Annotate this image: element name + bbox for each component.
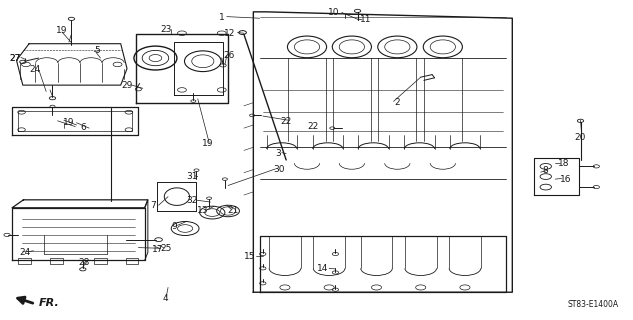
Bar	[126, 258, 139, 264]
Text: 19: 19	[202, 139, 213, 148]
Text: 23: 23	[161, 25, 172, 34]
Text: 30: 30	[273, 165, 284, 174]
Text: 20: 20	[575, 132, 586, 141]
Text: 1: 1	[219, 13, 225, 22]
Bar	[94, 258, 107, 264]
Text: 6: 6	[80, 123, 85, 132]
Text: 3: 3	[276, 149, 282, 158]
Text: 18: 18	[558, 159, 570, 168]
Text: 8: 8	[542, 166, 548, 175]
Text: 24: 24	[30, 65, 41, 74]
Text: 31: 31	[186, 172, 198, 181]
Text: 10: 10	[329, 8, 340, 17]
Text: 19: 19	[63, 118, 74, 127]
Text: 13: 13	[197, 206, 208, 215]
Text: 5: 5	[94, 46, 99, 55]
Text: 2: 2	[394, 98, 400, 107]
Text: 26: 26	[223, 51, 235, 60]
Text: 27: 27	[9, 53, 20, 62]
Text: 22: 22	[280, 116, 292, 126]
Text: 7: 7	[151, 201, 156, 210]
Text: 28: 28	[78, 259, 90, 268]
Text: 17: 17	[151, 245, 163, 254]
Bar	[50, 258, 63, 264]
Text: 11: 11	[360, 15, 372, 24]
Text: 25: 25	[161, 244, 172, 253]
Text: ST83-E1400A: ST83-E1400A	[567, 300, 618, 309]
Text: 4: 4	[162, 294, 168, 303]
Text: 32: 32	[186, 196, 197, 205]
Text: 29: 29	[122, 81, 133, 90]
Text: 24: 24	[19, 248, 30, 257]
Text: 14: 14	[317, 264, 329, 274]
Text: 15: 15	[244, 252, 256, 261]
Text: 27: 27	[9, 53, 20, 62]
Text: 21: 21	[227, 206, 239, 215]
Text: FR.: FR.	[39, 298, 60, 308]
Bar	[18, 258, 31, 264]
Text: 9: 9	[172, 222, 177, 231]
Text: 19: 19	[56, 27, 68, 36]
Text: 16: 16	[560, 175, 572, 184]
Text: 12: 12	[223, 29, 235, 38]
Text: 22: 22	[308, 122, 319, 131]
